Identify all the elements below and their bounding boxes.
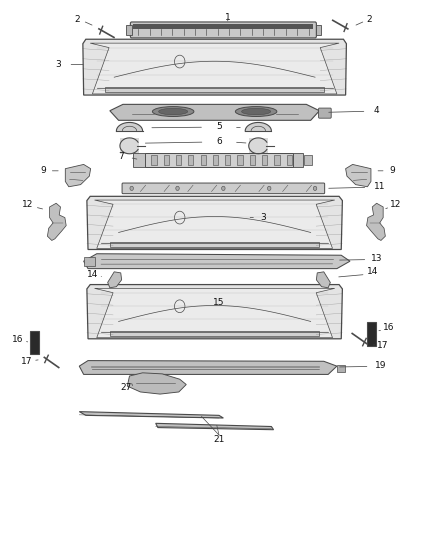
- Text: 1: 1: [225, 13, 231, 22]
- Bar: [127, 25, 132, 35]
- Text: 4: 4: [373, 106, 379, 115]
- Ellipse shape: [235, 107, 277, 117]
- Bar: [84, 257, 95, 265]
- FancyBboxPatch shape: [131, 22, 316, 38]
- Ellipse shape: [242, 108, 271, 115]
- Polygon shape: [117, 123, 143, 131]
- Bar: [262, 155, 267, 165]
- Polygon shape: [367, 203, 385, 240]
- Ellipse shape: [152, 107, 194, 117]
- Bar: [304, 156, 311, 165]
- Text: 5: 5: [216, 122, 222, 131]
- Polygon shape: [83, 39, 346, 95]
- Bar: [293, 154, 303, 167]
- Bar: [164, 155, 169, 165]
- Bar: [237, 155, 243, 165]
- Text: 16: 16: [12, 335, 24, 344]
- Text: 17: 17: [21, 357, 33, 366]
- Polygon shape: [87, 285, 343, 339]
- Text: 3: 3: [56, 60, 61, 69]
- Bar: [201, 155, 206, 165]
- Bar: [213, 155, 218, 165]
- Bar: [145, 154, 293, 167]
- Text: 13: 13: [371, 254, 383, 263]
- Polygon shape: [79, 361, 337, 374]
- Text: 14: 14: [87, 270, 98, 279]
- Text: 6: 6: [216, 137, 222, 146]
- Bar: [106, 87, 324, 92]
- Bar: [110, 241, 319, 247]
- Bar: [110, 330, 319, 336]
- Bar: [176, 155, 181, 165]
- Text: 17: 17: [378, 341, 389, 350]
- Text: 14: 14: [367, 267, 378, 276]
- Text: 12: 12: [390, 200, 402, 209]
- Bar: [367, 322, 376, 346]
- Text: 21: 21: [213, 435, 225, 444]
- Polygon shape: [84, 254, 350, 269]
- Bar: [274, 155, 279, 165]
- Text: 16: 16: [383, 323, 394, 332]
- Bar: [134, 25, 313, 29]
- Bar: [120, 138, 139, 154]
- Polygon shape: [110, 104, 319, 120]
- FancyBboxPatch shape: [122, 183, 325, 193]
- Bar: [249, 138, 268, 154]
- Text: 9: 9: [41, 166, 46, 175]
- Bar: [188, 155, 194, 165]
- Polygon shape: [65, 165, 91, 187]
- Polygon shape: [108, 272, 122, 288]
- FancyBboxPatch shape: [318, 108, 331, 118]
- Bar: [225, 155, 230, 165]
- Ellipse shape: [159, 108, 187, 115]
- Bar: [30, 331, 39, 354]
- Bar: [337, 365, 345, 372]
- Polygon shape: [127, 373, 186, 394]
- Polygon shape: [95, 288, 335, 338]
- Text: 12: 12: [22, 200, 33, 209]
- Text: 2: 2: [74, 15, 80, 24]
- Polygon shape: [245, 123, 272, 131]
- Circle shape: [130, 186, 134, 190]
- Text: 7: 7: [118, 152, 124, 161]
- Polygon shape: [79, 411, 223, 418]
- Polygon shape: [87, 196, 343, 249]
- Text: 9: 9: [389, 166, 395, 175]
- Polygon shape: [95, 200, 335, 248]
- Polygon shape: [346, 165, 371, 187]
- Text: 2: 2: [367, 15, 372, 24]
- Bar: [316, 25, 321, 35]
- Polygon shape: [155, 423, 274, 430]
- Text: 11: 11: [374, 182, 385, 191]
- Text: 19: 19: [375, 361, 386, 370]
- Bar: [151, 155, 156, 165]
- Circle shape: [268, 186, 271, 190]
- Circle shape: [313, 186, 317, 190]
- Bar: [287, 155, 292, 165]
- Text: 15: 15: [213, 297, 225, 306]
- Polygon shape: [316, 272, 330, 288]
- Text: 3: 3: [260, 213, 265, 222]
- Bar: [250, 155, 255, 165]
- Polygon shape: [90, 43, 339, 94]
- Circle shape: [176, 186, 179, 190]
- Polygon shape: [47, 203, 66, 240]
- Bar: [133, 154, 145, 167]
- Text: 27: 27: [121, 383, 132, 392]
- Circle shape: [222, 186, 225, 190]
